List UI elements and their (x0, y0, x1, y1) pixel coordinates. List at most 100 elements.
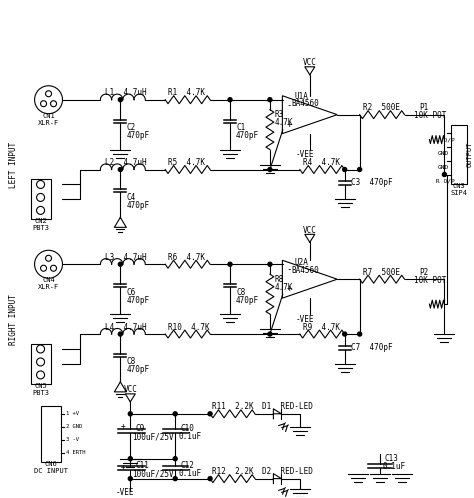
Text: C7  470pF: C7 470pF (351, 343, 392, 352)
Circle shape (128, 457, 132, 461)
Circle shape (358, 332, 362, 336)
Text: R12  2.2K: R12 2.2K (212, 467, 254, 476)
Text: +: + (120, 463, 125, 472)
Circle shape (118, 332, 122, 336)
Text: L O/P: L O/P (437, 137, 455, 142)
Text: C1: C1 (236, 123, 245, 132)
Text: 4 ERTH: 4 ERTH (66, 450, 86, 455)
Text: R7  500E: R7 500E (363, 268, 400, 277)
Text: CN4: CN4 (42, 277, 55, 283)
Circle shape (268, 332, 272, 336)
Text: R5  4.7K: R5 4.7K (168, 158, 205, 167)
Circle shape (343, 332, 346, 336)
Text: R11  2.2K: R11 2.2K (212, 402, 254, 411)
Text: 470pF: 470pF (126, 366, 149, 374)
Text: R3: R3 (275, 110, 284, 119)
Text: 4.7K: 4.7K (275, 283, 293, 292)
Bar (31, 179, 51, 220)
Text: 100uF/25V: 100uF/25V (132, 469, 174, 478)
Text: L1  4.7uH: L1 4.7uH (105, 88, 147, 97)
Text: 10K POT: 10K POT (414, 111, 447, 120)
Circle shape (118, 262, 122, 266)
Text: VCC: VCC (303, 58, 317, 67)
Text: LEFT INPUT: LEFT INPUT (9, 141, 18, 188)
Text: 470pF: 470pF (126, 296, 149, 305)
Text: C12: C12 (180, 461, 194, 470)
Text: 3 -V: 3 -V (66, 437, 80, 442)
Bar (31, 344, 51, 384)
Text: C8: C8 (126, 358, 136, 367)
Text: C10: C10 (180, 424, 194, 433)
Circle shape (173, 477, 177, 481)
Text: 4.7K: 4.7K (275, 118, 293, 127)
Text: -VEE: -VEE (296, 315, 314, 324)
Text: R6  4.7K: R6 4.7K (168, 253, 205, 262)
Text: P1: P1 (419, 103, 428, 112)
Circle shape (228, 98, 232, 102)
Text: R4  4.7K: R4 4.7K (303, 158, 340, 167)
Text: C13: C13 (384, 454, 399, 463)
Text: R1  4.7K: R1 4.7K (168, 88, 205, 97)
Text: 10K POT: 10K POT (414, 276, 447, 285)
Text: R2  500E: R2 500E (363, 103, 400, 112)
Text: 2 GND: 2 GND (66, 424, 83, 429)
Text: 470pF: 470pF (236, 296, 259, 305)
Circle shape (358, 167, 362, 171)
Text: BA4560: BA4560 (292, 99, 319, 108)
Text: CN5: CN5 (34, 383, 47, 389)
Text: 1 +V: 1 +V (66, 411, 80, 416)
Text: 470pF: 470pF (126, 201, 149, 210)
Bar (451, 124, 467, 184)
Text: C4: C4 (126, 193, 136, 202)
Circle shape (343, 167, 346, 171)
Circle shape (208, 412, 212, 416)
Text: XLR-F: XLR-F (38, 120, 59, 125)
Circle shape (268, 167, 272, 171)
Text: 0.1uF: 0.1uF (178, 432, 201, 441)
Text: +: + (286, 120, 292, 128)
Text: SIP4: SIP4 (451, 190, 468, 196)
Circle shape (208, 477, 212, 481)
Text: BA4560: BA4560 (292, 266, 319, 275)
Text: C2: C2 (126, 123, 136, 132)
Text: P2: P2 (419, 268, 428, 277)
Circle shape (228, 262, 232, 266)
Text: PBT3: PBT3 (32, 226, 49, 232)
Text: XLR-F: XLR-F (38, 284, 59, 290)
Text: 0.1uF: 0.1uF (178, 469, 201, 478)
Text: D1  RED-LED: D1 RED-LED (262, 402, 313, 411)
Text: PBT3: PBT3 (32, 390, 49, 396)
Text: C9: C9 (135, 424, 145, 433)
Text: L2  4.7uH: L2 4.7uH (105, 158, 147, 167)
Circle shape (128, 412, 132, 416)
Text: 470pF: 470pF (126, 131, 149, 140)
Text: +: + (286, 284, 292, 293)
Circle shape (442, 172, 447, 176)
Text: GND: GND (438, 165, 449, 170)
Text: R10  4.7K: R10 4.7K (168, 323, 210, 332)
Text: L3  4.7uH: L3 4.7uH (105, 253, 147, 262)
Text: R O/P: R O/P (437, 179, 455, 184)
Text: CN3: CN3 (453, 183, 466, 189)
Text: GND: GND (438, 151, 449, 156)
Text: RIGHT INPUT: RIGHT INPUT (9, 294, 18, 345)
Text: +: + (120, 422, 125, 431)
Text: C3  470pF: C3 470pF (351, 178, 392, 187)
Text: CN6: CN6 (44, 461, 57, 467)
Text: -: - (286, 265, 292, 274)
Text: DC INPUT: DC INPUT (34, 468, 67, 474)
Circle shape (173, 412, 177, 416)
Circle shape (268, 98, 272, 102)
Text: R9  4.7K: R9 4.7K (303, 323, 340, 332)
Text: L4  4.7uH: L4 4.7uH (105, 323, 147, 332)
Circle shape (118, 98, 122, 102)
Text: C11: C11 (135, 461, 149, 470)
Text: 100uF/25V: 100uF/25V (132, 432, 174, 441)
Text: 470pF: 470pF (236, 131, 259, 140)
Text: -: - (286, 101, 292, 110)
Text: CN2: CN2 (34, 218, 47, 225)
Bar (41, 406, 61, 462)
Circle shape (128, 477, 132, 481)
Text: VCC: VCC (303, 226, 317, 235)
Text: -VEE: -VEE (296, 150, 314, 159)
